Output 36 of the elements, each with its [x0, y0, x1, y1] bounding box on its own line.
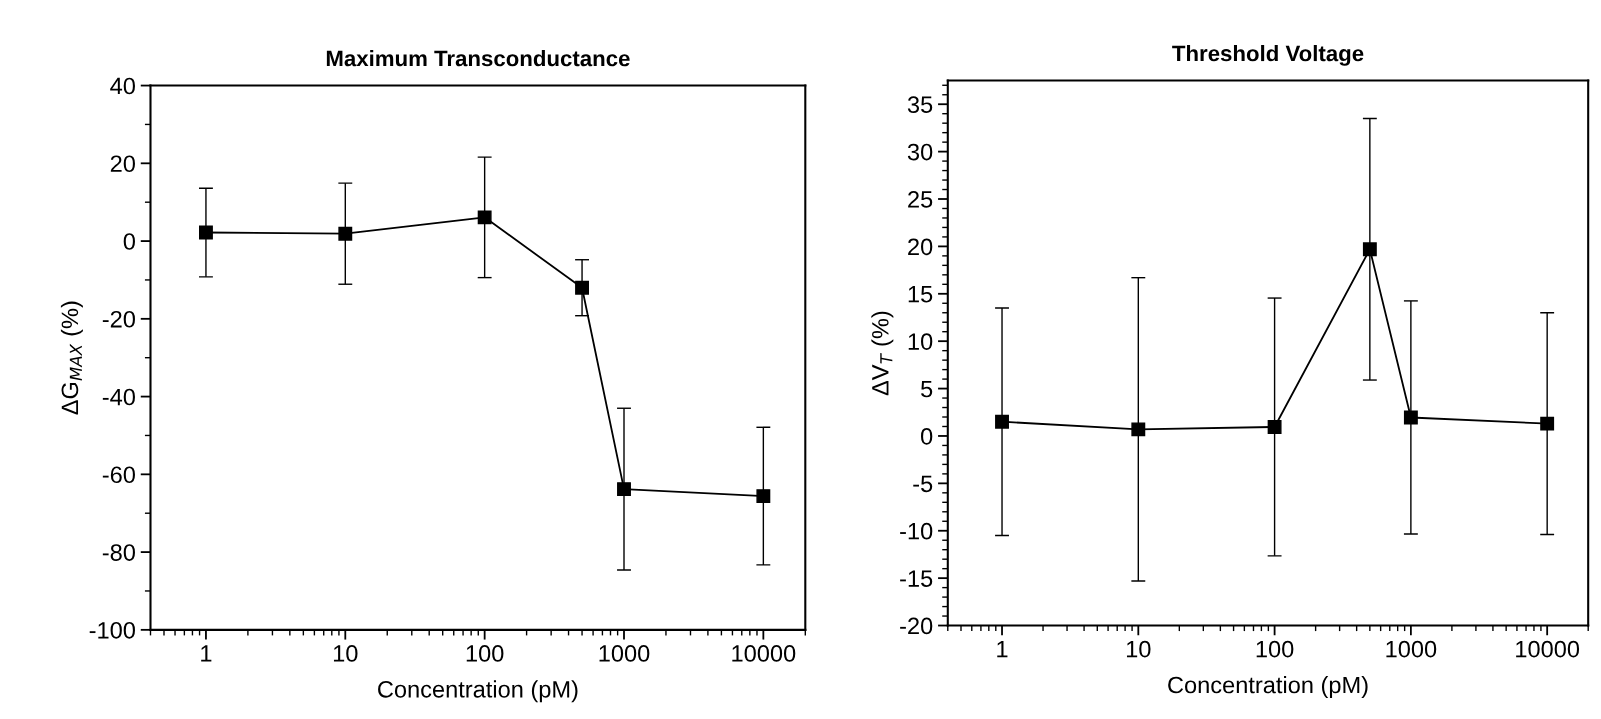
y-axis-title: ΔV$_{T}$ (%) — [871, 311, 894, 396]
y-tick-label: 15 — [908, 286, 933, 303]
y-tick-label: -100 — [89, 621, 135, 639]
y-tick-label: 20 — [908, 238, 933, 256]
x-tick-label: 10 — [1126, 640, 1151, 658]
chart-title: Threshold Voltage — [1172, 44, 1364, 66]
y-tick-label: 10 — [908, 333, 933, 350]
y-tick-label: -20 — [900, 617, 933, 635]
y-tick-label: -20 — [102, 310, 135, 328]
x-axis-title: Concentration (pM) — [1168, 676, 1368, 699]
x-tick-label: 1 — [201, 645, 212, 662]
y-tick-label: -5 — [913, 475, 933, 493]
x-tick-label: 10000 — [732, 645, 796, 662]
y-tick-label: 5 — [921, 380, 933, 398]
chart-title: Maximum Transconductance — [326, 50, 630, 67]
y-tick-label: 35 — [907, 96, 933, 114]
x-tick-label: 10 — [333, 645, 358, 662]
x-tick-label: 1000 — [1386, 640, 1437, 658]
y-axis-title: ΔG$_{MAX}$ (%) — [60, 301, 83, 415]
y-tick-label: 0 — [123, 233, 135, 250]
y-tick-label: -60 — [102, 466, 135, 484]
y-tick-label: -80 — [102, 544, 135, 561]
x-tick-label: 10000 — [1516, 640, 1580, 658]
x-tick-label: 1 — [997, 640, 1008, 658]
x-tick-label: 100 — [466, 645, 504, 662]
y-tick-label: 25 — [908, 191, 933, 208]
x-tick-label: 100 — [1256, 640, 1294, 658]
y-tick-label: -15 — [900, 570, 933, 587]
y-tick-label: 20 — [110, 155, 135, 173]
x-axis-title: Concentration (pM) — [378, 680, 578, 703]
x-tick-label: 1000 — [599, 645, 650, 662]
y-tick-label: 40 — [110, 77, 135, 95]
y-tick-label: -10 — [900, 522, 933, 540]
y-tick-label: 0 — [921, 428, 933, 445]
y-tick-label: -40 — [102, 388, 135, 406]
y-tick-label: 30 — [907, 143, 933, 161]
